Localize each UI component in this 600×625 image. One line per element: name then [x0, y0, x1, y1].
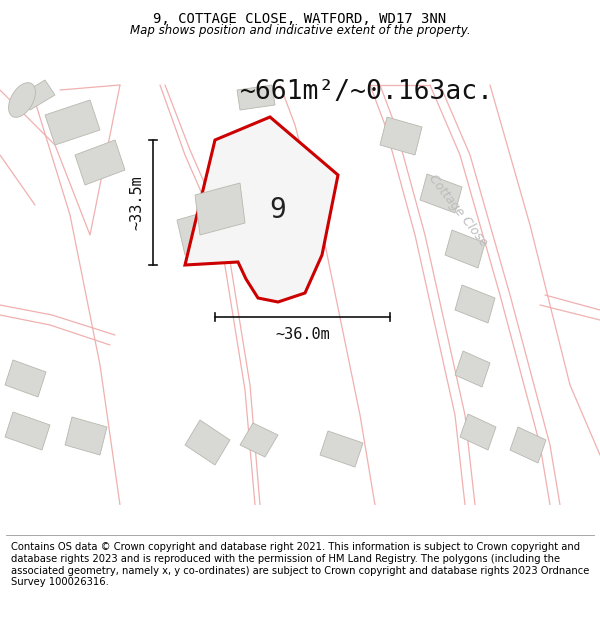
Text: 9, COTTAGE CLOSE, WATFORD, WD17 3NN: 9, COTTAGE CLOSE, WATFORD, WD17 3NN: [154, 12, 446, 26]
Polygon shape: [445, 230, 485, 268]
Polygon shape: [320, 431, 363, 467]
Text: ~661m²/~0.163ac.: ~661m²/~0.163ac.: [240, 79, 494, 105]
Text: Map shows position and indicative extent of the property.: Map shows position and indicative extent…: [130, 24, 470, 36]
Text: ~33.5m: ~33.5m: [129, 175, 144, 230]
Text: Contains OS data © Crown copyright and database right 2021. This information is : Contains OS data © Crown copyright and d…: [11, 542, 589, 588]
Polygon shape: [20, 80, 55, 110]
Polygon shape: [45, 100, 100, 145]
Polygon shape: [75, 140, 125, 185]
Polygon shape: [460, 414, 496, 450]
Text: Cottage Close: Cottage Close: [426, 171, 490, 249]
Polygon shape: [455, 285, 495, 323]
Polygon shape: [177, 210, 220, 255]
Polygon shape: [240, 423, 278, 457]
Ellipse shape: [8, 82, 35, 118]
Polygon shape: [510, 427, 546, 463]
Polygon shape: [185, 420, 230, 465]
Polygon shape: [237, 85, 275, 110]
Polygon shape: [5, 360, 46, 397]
Polygon shape: [195, 183, 245, 235]
Polygon shape: [380, 117, 422, 155]
Polygon shape: [5, 412, 50, 450]
Polygon shape: [185, 117, 338, 302]
Polygon shape: [420, 174, 462, 213]
Text: ~36.0m: ~36.0m: [275, 327, 330, 342]
Polygon shape: [65, 417, 107, 455]
Text: 9: 9: [269, 196, 286, 224]
Polygon shape: [455, 351, 490, 387]
